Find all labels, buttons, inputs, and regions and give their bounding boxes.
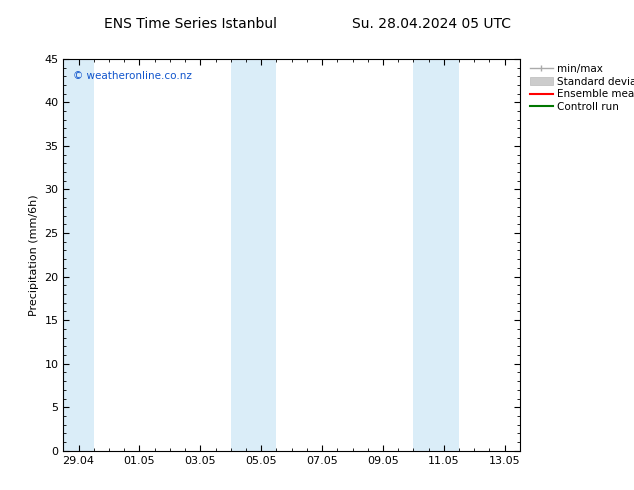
Text: Su. 28.04.2024 05 UTC: Su. 28.04.2024 05 UTC xyxy=(352,17,510,31)
Bar xyxy=(231,59,276,451)
Text: © weatheronline.co.nz: © weatheronline.co.nz xyxy=(72,71,191,80)
Text: ENS Time Series Istanbul: ENS Time Series Istanbul xyxy=(104,17,276,31)
Bar xyxy=(63,59,94,451)
Bar xyxy=(413,59,459,451)
Y-axis label: Precipitation (mm/6h): Precipitation (mm/6h) xyxy=(29,194,39,316)
Legend: min/max, Standard deviation, Ensemble mean run, Controll run: min/max, Standard deviation, Ensemble me… xyxy=(529,64,634,112)
